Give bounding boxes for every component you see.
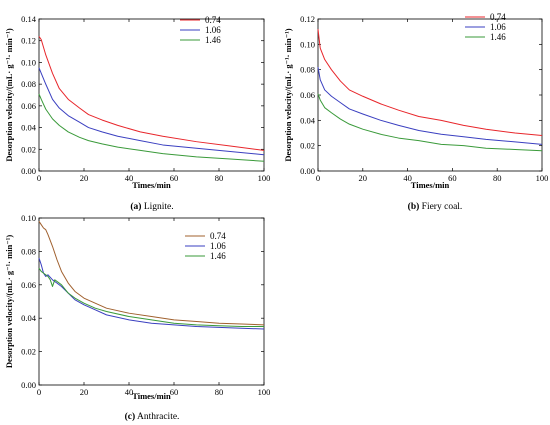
x-tick-label: 40 — [403, 173, 412, 183]
legend-label: 1.46 — [205, 35, 221, 45]
x-tick-label: 80 — [493, 173, 502, 183]
plot-frame — [317, 18, 543, 172]
caption-text: Fiery coal. — [419, 202, 462, 212]
chart-caption: (c) Anthracite. — [125, 411, 180, 422]
x-tick-label: 60 — [170, 387, 179, 397]
y-tick-label: 0.06 — [21, 101, 36, 111]
legend-label: 1.06 — [210, 241, 226, 251]
x-tick-label: 20 — [80, 173, 89, 183]
y-axis-title: Desorption velocity/(mL· g⁻¹· min⁻¹) — [283, 28, 293, 161]
plot-frame — [38, 217, 265, 386]
y-tick-label: 0.04 — [21, 123, 37, 133]
legend-label: 0.74 — [205, 15, 221, 25]
y-axis-title: Desorption velocity/(mL· g⁻¹· min⁻¹) — [4, 235, 14, 368]
series-line-1.06 — [38, 257, 265, 330]
y-tick-label: 0.08 — [300, 65, 315, 75]
series-line-0.74 — [317, 29, 543, 137]
x-tick-label: 80 — [215, 173, 224, 183]
series-line-1.06 — [38, 67, 265, 156]
x-tick-label: 80 — [215, 387, 224, 397]
legend: 0.741.061.46 — [465, 12, 506, 42]
caption-letter: (c) — [125, 411, 136, 422]
x-tick-label: 60 — [448, 173, 457, 183]
caption-text: Anthracite. — [135, 412, 179, 422]
legend-label: 1.46 — [490, 32, 506, 42]
plot-frame — [38, 18, 265, 172]
y-tick-label: 0.10 — [300, 39, 315, 49]
x-tick-label: 0 — [37, 173, 41, 183]
x-tick-label: 60 — [170, 173, 179, 183]
legend-label: 0.74 — [210, 231, 226, 241]
y-tick-label: 0.08 — [21, 79, 36, 89]
y-tick-label: 0.12 — [300, 14, 315, 24]
series-line-1.06 — [317, 67, 543, 145]
y-axis-title: Desorption velocity/(mL· g⁻¹· min⁻¹) — [4, 28, 14, 161]
y-tick-label: 0.00 — [21, 380, 36, 390]
y-tick-label: 0.10 — [21, 213, 36, 223]
y-tick-label: 0.04 — [300, 115, 316, 125]
y-tick-label: 0.02 — [21, 144, 36, 154]
chart-anthracite: 0 20 40 60 80 100 0.00 0.02 0.04 0.06 0.08 0.10 Time… — [4, 213, 270, 422]
series-line-1.46 — [38, 93, 265, 162]
chart-caption: (b) Fiery coal. — [408, 201, 463, 212]
x-axis-title: Times/min — [411, 180, 450, 190]
x-tick-label: 0 — [316, 173, 320, 183]
x-tick-label: 40 — [125, 173, 134, 183]
x-tick-label: 100 — [258, 387, 271, 397]
x-axis-title: Times/min — [132, 391, 171, 401]
y-tick-label: 0.12 — [21, 36, 36, 46]
series-line-1.46 — [317, 93, 543, 152]
y-tick-label: 0.06 — [300, 90, 315, 100]
chart-caption: (a) Lignite. — [130, 201, 173, 212]
y-tick-label: 0.10 — [21, 57, 36, 67]
legend-label: 1.06 — [490, 22, 506, 32]
x-tick-label: 0 — [37, 387, 41, 397]
y-tick-label: 0.02 — [300, 141, 315, 151]
caption-text: Lignite. — [141, 202, 173, 212]
series-line-0.74 — [38, 221, 265, 326]
legend: 0.741.061.46 — [185, 231, 226, 261]
caption-letter: (a) — [130, 201, 141, 212]
series-line-1.46 — [38, 267, 264, 328]
legend-label: 0.74 — [490, 12, 506, 22]
legend-label: 1.06 — [205, 25, 221, 35]
series-line-0.74 — [38, 36, 265, 151]
y-tick-label: 0.06 — [21, 280, 36, 290]
x-tick-label: 100 — [536, 173, 549, 183]
x-tick-label: 20 — [80, 387, 89, 397]
y-tick-label: 0.00 — [300, 166, 315, 176]
y-tick-label: 0.14 — [21, 14, 37, 24]
x-tick-label: 100 — [258, 173, 271, 183]
y-tick-label: 0.04 — [21, 313, 37, 323]
legend-label: 1.46 — [210, 251, 226, 261]
legend: 0.741.061.46 — [180, 15, 221, 45]
y-tick-label: 0.00 — [21, 166, 36, 176]
chart-fiery-coal: 0 20 40 60 80 100 0.00 0.02 0.04 0.06 0.08 0.10 0.12… — [283, 12, 548, 212]
x-tick-label: 20 — [359, 173, 368, 183]
caption-letter: (b) — [408, 201, 420, 212]
chart-lignite: 0 20 40 60 80 100 0.00 0.02 0.04 0.06 0.08 0.10 0.12… — [4, 14, 270, 212]
x-axis-title: Times/min — [132, 180, 171, 190]
y-tick-label: 0.02 — [21, 347, 36, 357]
y-tick-label: 0.08 — [21, 246, 36, 256]
x-tick-label: 40 — [125, 387, 134, 397]
